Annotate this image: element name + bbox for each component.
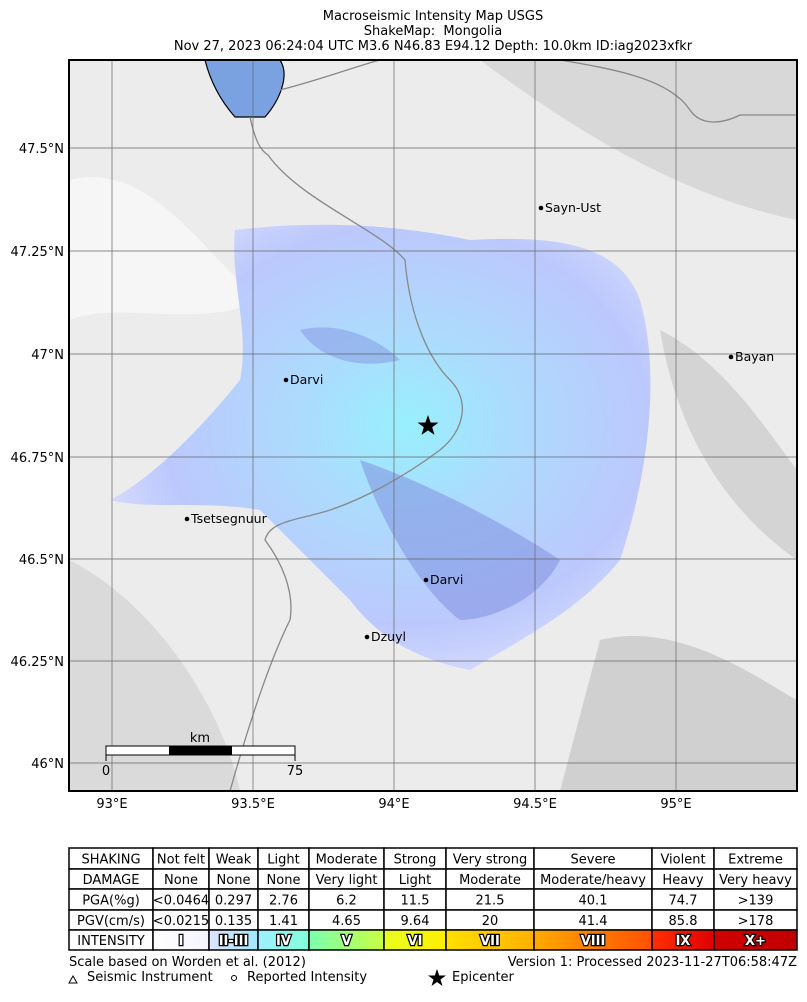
place-label: Darvi: [430, 572, 463, 587]
cell-text: 4.65: [332, 914, 361, 929]
place-label: Darvi: [290, 372, 323, 387]
scale-unit: km: [190, 731, 210, 746]
cell-text: VIII: [581, 934, 606, 949]
cell-text: Very heavy: [719, 873, 792, 888]
cell-text: 21.5: [476, 894, 505, 909]
cell-text: Violent: [660, 853, 705, 868]
places: Sayn-Ust Bayan Darvi Tsetsegnuur Darvi D…: [184, 200, 774, 644]
cell-text: DAMAGE: [83, 873, 140, 888]
cell-text: None: [164, 873, 198, 888]
cell-text: IV: [276, 934, 291, 949]
cell-text: 41.4: [579, 914, 608, 929]
cell-text: INTENSITY: [77, 934, 144, 949]
lat-label: 47°N: [31, 348, 64, 363]
lat-labels: 47.5°N 47.25°N 47°N 46.75°N 46.5°N 46.25…: [11, 142, 64, 772]
cell-text: 40.1: [579, 894, 608, 909]
place-label: Sayn-Ust: [545, 200, 601, 215]
lat-label: 46°N: [31, 757, 64, 772]
cell-text: <0.0464: [153, 894, 209, 909]
cell-text: VI: [408, 934, 423, 949]
lat-label: 47.25°N: [11, 245, 64, 260]
place-label: Tsetsegnuur: [190, 511, 268, 526]
cell-text: 6.2: [336, 894, 357, 909]
cell-text: II-III: [219, 934, 249, 949]
lat-label: 46.5°N: [19, 553, 64, 568]
cell-text: <0.0215: [153, 914, 209, 929]
cell-text: 0.297: [215, 894, 252, 909]
legend-label: Reported Intensity: [247, 970, 367, 985]
cell-text: Very light: [316, 873, 378, 888]
footer-right: Version 1: Processed 2023-11-27T06:58:47…: [508, 955, 797, 970]
legend: Seismic Instrument Reported Intensity Ep…: [68, 969, 515, 986]
cell-text: Severe: [571, 853, 616, 868]
place-label: Bayan: [735, 349, 774, 364]
cell-text: X+: [745, 934, 766, 949]
cell-text: PGV(cm/s): [77, 914, 145, 929]
place-label: Dzuyl: [371, 629, 406, 644]
cell-text: 20: [482, 914, 499, 929]
cell-text: Strong: [394, 853, 437, 868]
epicenter: [417, 415, 439, 435]
lon-label: 93°E: [96, 797, 127, 812]
scale-start: 0: [102, 764, 110, 779]
cell-text: 2.76: [269, 894, 298, 909]
cell-text: Very strong: [453, 853, 527, 868]
lon-label: 94°E: [378, 797, 409, 812]
cell-text: I: [179, 934, 184, 949]
cell-text: None: [217, 873, 251, 888]
lat-label: 46.25°N: [11, 655, 64, 670]
lon-label: 93.5°E: [231, 797, 275, 812]
intensity-table: SHAKING Not felt Weak Light Moderate Strong Ve…: [68, 847, 798, 951]
lat-label: 47.5°N: [19, 142, 64, 157]
graticule: [69, 60, 797, 791]
cell-text: IX: [676, 934, 691, 949]
cell-text: 74.7: [669, 894, 698, 909]
cell-text: SHAKING: [81, 853, 140, 868]
cell-text: Extreme: [728, 853, 783, 868]
table-cell: [713, 929, 798, 951]
cell-text: Heavy: [662, 873, 703, 888]
cell-text: Moderate: [316, 853, 378, 868]
cell-text: None: [267, 873, 301, 888]
title: Macroseismic Intensity Map USGS: [323, 9, 543, 24]
cell-text: 9.64: [401, 914, 430, 929]
cell-text: 1.41: [269, 914, 298, 929]
cell-text: VII: [480, 934, 500, 949]
footer-left: Scale based on Worden et al. (2012): [69, 955, 306, 970]
scale-end: 75: [287, 764, 304, 779]
scale-bar: km 0 75: [102, 731, 303, 779]
cell-text: Light: [399, 873, 431, 888]
cell-text: Light: [267, 853, 299, 868]
subtitle: ShakeMap: Mongolia: [364, 24, 502, 39]
cell-text: Weak: [216, 853, 252, 868]
cell-text: Moderate: [459, 873, 521, 888]
event-info: Nov 27, 2023 06:24:04 UTC M3.6 N46.83 E9…: [174, 39, 693, 54]
lon-label: 95°E: [660, 797, 691, 812]
cell-text: 0.135: [215, 914, 252, 929]
map-area: Sayn-Ust Bayan Darvi Tsetsegnuur Darvi D…: [69, 60, 797, 791]
cell-text: 85.8: [669, 914, 698, 929]
cell-text: Moderate/heavy: [540, 873, 646, 888]
cell-text: Not felt: [157, 853, 205, 868]
lon-labels: 93°E 93.5°E 94°E 94.5°E 95°E: [96, 797, 691, 812]
lat-label: 46.75°N: [11, 451, 64, 466]
lon-label: 94.5°E: [513, 797, 557, 812]
map-frame: [68, 59, 798, 792]
legend-label: Seismic Instrument: [87, 970, 213, 985]
cell-text: >139: [738, 894, 774, 909]
cell-text: >178: [738, 914, 774, 929]
cell-text: PGA(%g): [82, 894, 140, 909]
cell-text: 11.5: [401, 894, 430, 909]
cell-text: V: [341, 934, 351, 949]
legend-label: Epicenter: [452, 970, 515, 985]
